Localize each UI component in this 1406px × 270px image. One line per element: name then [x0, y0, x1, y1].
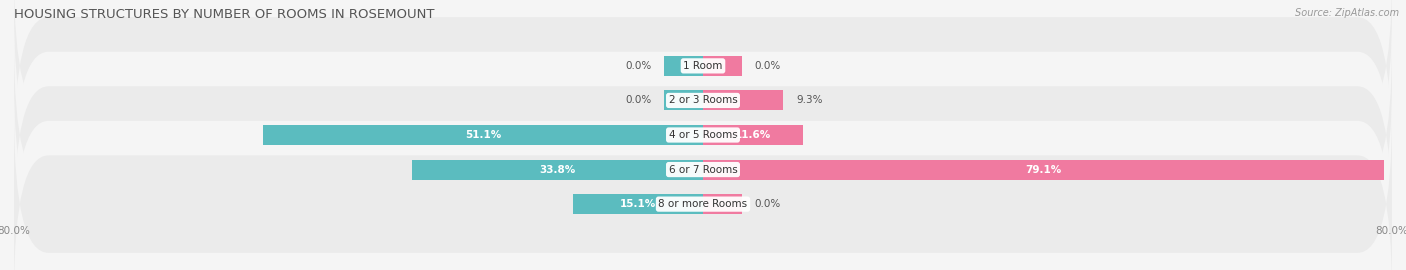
Text: 15.1%: 15.1% [620, 199, 657, 209]
Text: 0.0%: 0.0% [755, 61, 780, 71]
Bar [412, 160, 703, 180]
Bar [703, 125, 803, 145]
Bar [703, 160, 1384, 180]
FancyBboxPatch shape [14, 114, 1392, 270]
Bar [664, 56, 703, 76]
Bar [263, 125, 703, 145]
Text: 79.1%: 79.1% [1025, 164, 1062, 175]
Text: 8 or more Rooms: 8 or more Rooms [658, 199, 748, 209]
Text: Source: ZipAtlas.com: Source: ZipAtlas.com [1295, 8, 1399, 18]
Bar [703, 194, 742, 214]
Text: 4 or 5 Rooms: 4 or 5 Rooms [669, 130, 737, 140]
FancyBboxPatch shape [14, 80, 1392, 259]
FancyBboxPatch shape [14, 45, 1392, 225]
Text: 0.0%: 0.0% [626, 95, 651, 106]
Bar [703, 90, 783, 110]
FancyBboxPatch shape [14, 11, 1392, 190]
Text: 33.8%: 33.8% [540, 164, 575, 175]
Text: 6 or 7 Rooms: 6 or 7 Rooms [669, 164, 737, 175]
Text: 1 Room: 1 Room [683, 61, 723, 71]
Text: 9.3%: 9.3% [796, 95, 823, 106]
Bar [574, 194, 703, 214]
Text: 11.6%: 11.6% [735, 130, 770, 140]
Text: 2 or 3 Rooms: 2 or 3 Rooms [669, 95, 737, 106]
Bar [703, 56, 742, 76]
Text: HOUSING STRUCTURES BY NUMBER OF ROOMS IN ROSEMOUNT: HOUSING STRUCTURES BY NUMBER OF ROOMS IN… [14, 8, 434, 21]
Text: 0.0%: 0.0% [755, 199, 780, 209]
Text: 0.0%: 0.0% [626, 61, 651, 71]
Bar [664, 90, 703, 110]
Text: 51.1%: 51.1% [465, 130, 501, 140]
FancyBboxPatch shape [14, 0, 1392, 156]
